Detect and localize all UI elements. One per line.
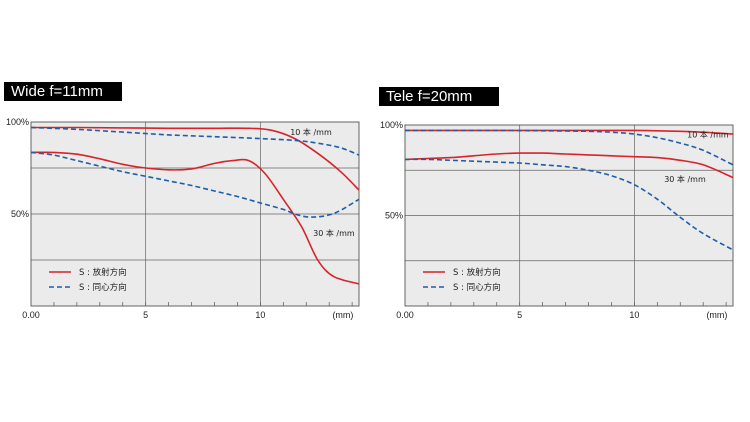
series-line-3	[30, 151, 360, 285]
chart-panel-2: 100% 50% 0.00 5 10 (mm) 10 本 /mm 30 本 /mm S : 放射…	[380, 120, 734, 320]
x-tick-label: 10	[255, 310, 265, 320]
y-tick-label: 50%	[385, 211, 403, 221]
series-line-3	[404, 152, 734, 179]
curve-annotation: 10 本 /mm	[290, 127, 332, 137]
chart-title-wide: Wide f=11mm	[4, 82, 122, 101]
series-line-2	[30, 126, 360, 156]
chart-panel-1: 100% 50% 0.00 5 10 (mm) 10 本 /mm 30 本 /mm S : 放射…	[6, 117, 360, 320]
plot-frame	[30, 121, 360, 307]
series-line-4	[404, 158, 734, 251]
legend-label: S : 放射方向	[453, 267, 501, 278]
legend-label: S : 同心方向	[453, 282, 501, 293]
series-line-2	[405, 129, 734, 166]
legend-label: S : 同心方向	[79, 282, 127, 293]
x-tick-label: 0.00	[396, 310, 414, 320]
legend-label: S : 放射方向	[79, 267, 127, 278]
x-tick-label: (mm)	[332, 310, 353, 320]
curve-annotation: 30 本 /mm	[313, 228, 355, 238]
plot-frame	[404, 124, 734, 307]
x-tick-label: (mm)	[706, 310, 727, 320]
series-line-4	[30, 151, 360, 218]
chart-title-tele: Tele f=20mm	[379, 87, 499, 106]
curve-annotation: 30 本 /mm	[664, 174, 706, 184]
x-tick-label: 0.00	[22, 310, 40, 320]
x-tick-label: 10	[629, 310, 639, 320]
y-tick-label: 100%	[380, 120, 403, 130]
x-tick-label: 5	[143, 310, 148, 320]
y-tick-label: 50%	[11, 209, 29, 219]
y-tick-label: 100%	[6, 117, 29, 127]
curve-annotation: 10 本 /mm	[687, 130, 729, 140]
series-line-1	[31, 126, 360, 191]
x-tick-label: 5	[517, 310, 522, 320]
